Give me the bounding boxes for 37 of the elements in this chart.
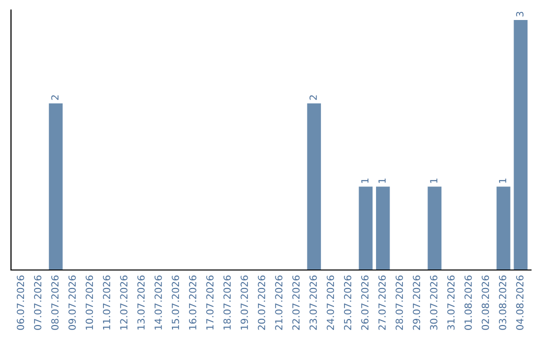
x-tick-label: 26.07.2026: [361, 275, 369, 330]
x-tick-label: 09.07.2026: [68, 275, 76, 330]
x-tick-label: 14.07.2026: [154, 275, 162, 330]
x-tick-label: 29.07.2026: [412, 275, 420, 330]
data-label: 2: [51, 95, 58, 100]
x-tick-label: 18.07.2026: [223, 275, 231, 330]
x-tick-label: 04.08.2026: [516, 275, 524, 330]
data-label: 1: [499, 178, 506, 183]
data-label: 1: [361, 178, 368, 183]
x-tick-label: 01.08.2026: [464, 275, 472, 330]
data-label: 2: [310, 95, 317, 100]
x-tick-label: 10.07.2026: [86, 275, 94, 330]
x-tick-label: 24.07.2026: [326, 275, 334, 330]
x-tick-label: 20.07.2026: [258, 275, 266, 330]
x-tick-label: 22.07.2026: [292, 275, 300, 330]
x-tick-label: 06.07.2026: [16, 275, 24, 330]
x-tick-label: 28.07.2026: [396, 275, 403, 330]
x-tick-label: 15.07.2026: [172, 275, 180, 330]
x-tick-label: 21.07.2026: [275, 275, 282, 330]
data-label: 3: [516, 12, 524, 16]
x-tick-label: 12.07.2026: [120, 275, 128, 330]
data-label: 1: [430, 178, 438, 183]
x-tick-label: 13.07.2026: [137, 275, 145, 330]
x-tick-label: 08.07.2026: [51, 275, 59, 330]
x-tick-label: 23.07.2026: [310, 275, 317, 330]
x-tick-label: 30.07.2026: [430, 275, 438, 330]
x-tick-label: 19.07.2026: [240, 275, 248, 330]
x-tick-label: 16.07.2026: [188, 275, 196, 330]
data-label: 1: [378, 178, 386, 183]
x-tick-label: 03.08.2026: [498, 275, 506, 330]
x-tick-label: 11.07.2026: [102, 275, 110, 330]
x-tick-label: 27.07.2026: [378, 275, 386, 330]
x-tick-label: 07.07.2026: [34, 275, 42, 330]
x-tick-label: 17.07.2026: [206, 275, 214, 330]
x-tick-label: 02.08.2026: [482, 275, 490, 330]
x-tick-label: 31.07.2026: [447, 275, 455, 330]
x-tick-label: 25.07.2026: [344, 275, 352, 330]
